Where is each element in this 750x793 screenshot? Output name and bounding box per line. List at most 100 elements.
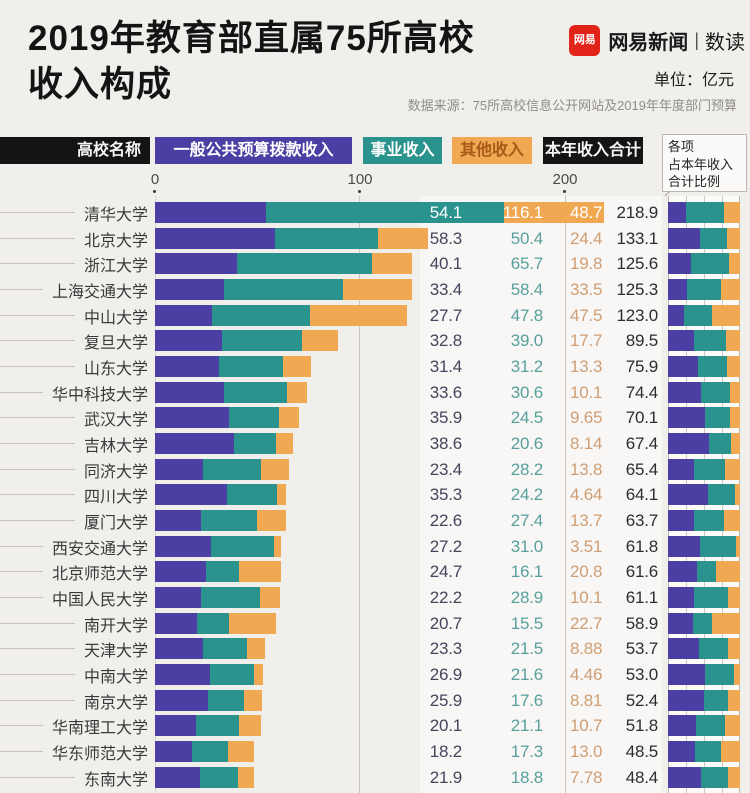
bar-segment-other-ratio xyxy=(731,433,740,454)
ratio-mini-bar xyxy=(668,382,740,403)
bar-segment-budget xyxy=(155,484,228,505)
bar-segment-budget-ratio xyxy=(668,356,698,377)
x-axis-tick-0: 0 xyxy=(150,171,160,188)
bar-segment-business-ratio xyxy=(707,484,735,505)
value-total: 125.6 xyxy=(616,254,658,273)
bar-segment-other xyxy=(309,305,408,326)
table-row: 华中科技大学 33.6 30.6 10.1 74.4 xyxy=(0,382,750,404)
value-business: 65.7 xyxy=(510,254,543,273)
university-name: 中山大学 xyxy=(83,309,148,327)
value-total: 70.1 xyxy=(625,408,658,427)
ratio-mini-bar xyxy=(668,330,740,351)
value-business: 28.9 xyxy=(510,588,543,607)
value-other: 19.8 xyxy=(570,254,603,273)
value-other: 3.51 xyxy=(570,537,603,556)
leader-line xyxy=(0,751,43,752)
row-label: 东南大学 xyxy=(0,767,148,789)
legend-badge-budget-income: 一般公共预算拨款收入 xyxy=(155,137,352,164)
bar-segment-business xyxy=(219,356,284,377)
stacked-bar xyxy=(155,279,412,300)
bar-segment-other-ratio xyxy=(724,459,740,480)
university-name: 中国人民大学 xyxy=(51,591,148,609)
value-budget: 58.3 xyxy=(429,229,462,248)
leader-line xyxy=(0,392,43,393)
value-total: 65.4 xyxy=(625,460,658,479)
table-row: 四川大学 35.3 24.2 4.64 64.1 xyxy=(0,484,750,506)
bar-segment-budget-ratio xyxy=(668,484,708,505)
bar-segment-budget-ratio xyxy=(668,587,695,608)
bar-segment-budget-ratio xyxy=(668,433,710,454)
bar-segment-other-ratio xyxy=(733,664,740,685)
bar-segment-business xyxy=(196,715,240,736)
brand-lockup: 网易 网易新闻 | 数读 xyxy=(569,24,745,57)
value-total: 89.5 xyxy=(625,331,658,350)
bar-segment-other-ratio xyxy=(727,690,740,711)
value-total: 125.3 xyxy=(616,280,658,299)
value-business: 31.2 xyxy=(510,357,543,376)
value-budget: 25.9 xyxy=(429,691,462,710)
bar-segment-business-ratio xyxy=(703,690,728,711)
row-label: 华东师范大学 xyxy=(0,741,148,763)
ratio-mini-bar xyxy=(668,715,740,736)
bar-segment-business-ratio xyxy=(699,228,727,249)
value-other: 33.5 xyxy=(570,280,603,299)
bar-segment-other xyxy=(244,690,263,711)
bar-segment-budget xyxy=(155,305,212,326)
row-label: 南京大学 xyxy=(0,690,148,712)
bar-segment-budget-ratio xyxy=(668,561,697,582)
bar-segment-other xyxy=(302,330,339,351)
legend-badge-other-income: 其他收入 xyxy=(452,137,532,164)
bar-segment-business xyxy=(208,690,245,711)
ratio-mini-bar xyxy=(668,253,740,274)
bar-segment-business-ratio xyxy=(685,202,724,223)
bar-segment-other xyxy=(371,253,413,274)
bar-segment-business xyxy=(210,536,275,557)
value-total: 53.7 xyxy=(625,639,658,658)
bar-segment-business xyxy=(237,253,372,274)
row-label: 中山大学 xyxy=(0,305,148,327)
leader-line xyxy=(0,469,75,470)
bar-segment-budget-ratio xyxy=(668,613,694,634)
legend-badge-total-income: 本年收入合计 xyxy=(543,137,643,164)
bar-segment-business xyxy=(201,510,258,531)
value-other: 24.4 xyxy=(570,229,603,248)
value-business: 17.6 xyxy=(510,691,543,710)
table-row: 中南大学 26.9 21.6 4.46 53.0 xyxy=(0,664,750,686)
bar-segment-other xyxy=(377,228,428,249)
value-total: 123.0 xyxy=(616,306,658,325)
value-total: 63.7 xyxy=(625,511,658,530)
university-name: 华东师范大学 xyxy=(51,745,148,763)
value-business: 39.0 xyxy=(510,331,543,350)
value-other: 48.7 xyxy=(570,203,603,222)
stacked-bar xyxy=(155,767,255,788)
university-name: 北京师范大学 xyxy=(51,565,148,583)
value-business: 18.8 xyxy=(510,768,543,787)
bar-segment-business-ratio xyxy=(694,330,726,351)
bar-segment-other-ratio xyxy=(730,382,740,403)
bar-segment-other-ratio xyxy=(728,638,740,659)
x-axis-tick-200: 200 xyxy=(552,171,578,188)
bar-segment-business-ratio xyxy=(687,279,721,300)
stacked-bar xyxy=(155,638,266,659)
university-name: 清华大学 xyxy=(83,206,148,224)
stacked-bar xyxy=(155,433,293,454)
table-row: 山东大学 31.4 31.2 13.3 75.9 xyxy=(0,356,750,378)
ratio-mini-bar xyxy=(668,228,740,249)
value-other: 47.5 xyxy=(570,306,603,325)
bar-segment-other xyxy=(276,433,293,454)
leader-line xyxy=(0,725,43,726)
value-other: 7.78 xyxy=(570,768,603,787)
value-other: 4.46 xyxy=(570,665,603,684)
value-budget: 31.4 xyxy=(429,357,462,376)
table-row: 东南大学 21.9 18.8 7.78 48.4 xyxy=(0,767,750,789)
leader-line xyxy=(0,546,43,547)
value-business: 31.0 xyxy=(510,537,543,556)
ratio-header-line-1: 各项 xyxy=(668,139,695,154)
value-other: 10.7 xyxy=(570,716,603,735)
title-line-2: 收入构成 xyxy=(28,64,173,104)
value-budget: 20.7 xyxy=(429,614,462,633)
ratio-mini-bar xyxy=(668,638,740,659)
value-total: 52.4 xyxy=(625,691,658,710)
bar-segment-budget xyxy=(155,741,193,762)
value-other: 10.1 xyxy=(570,588,603,607)
